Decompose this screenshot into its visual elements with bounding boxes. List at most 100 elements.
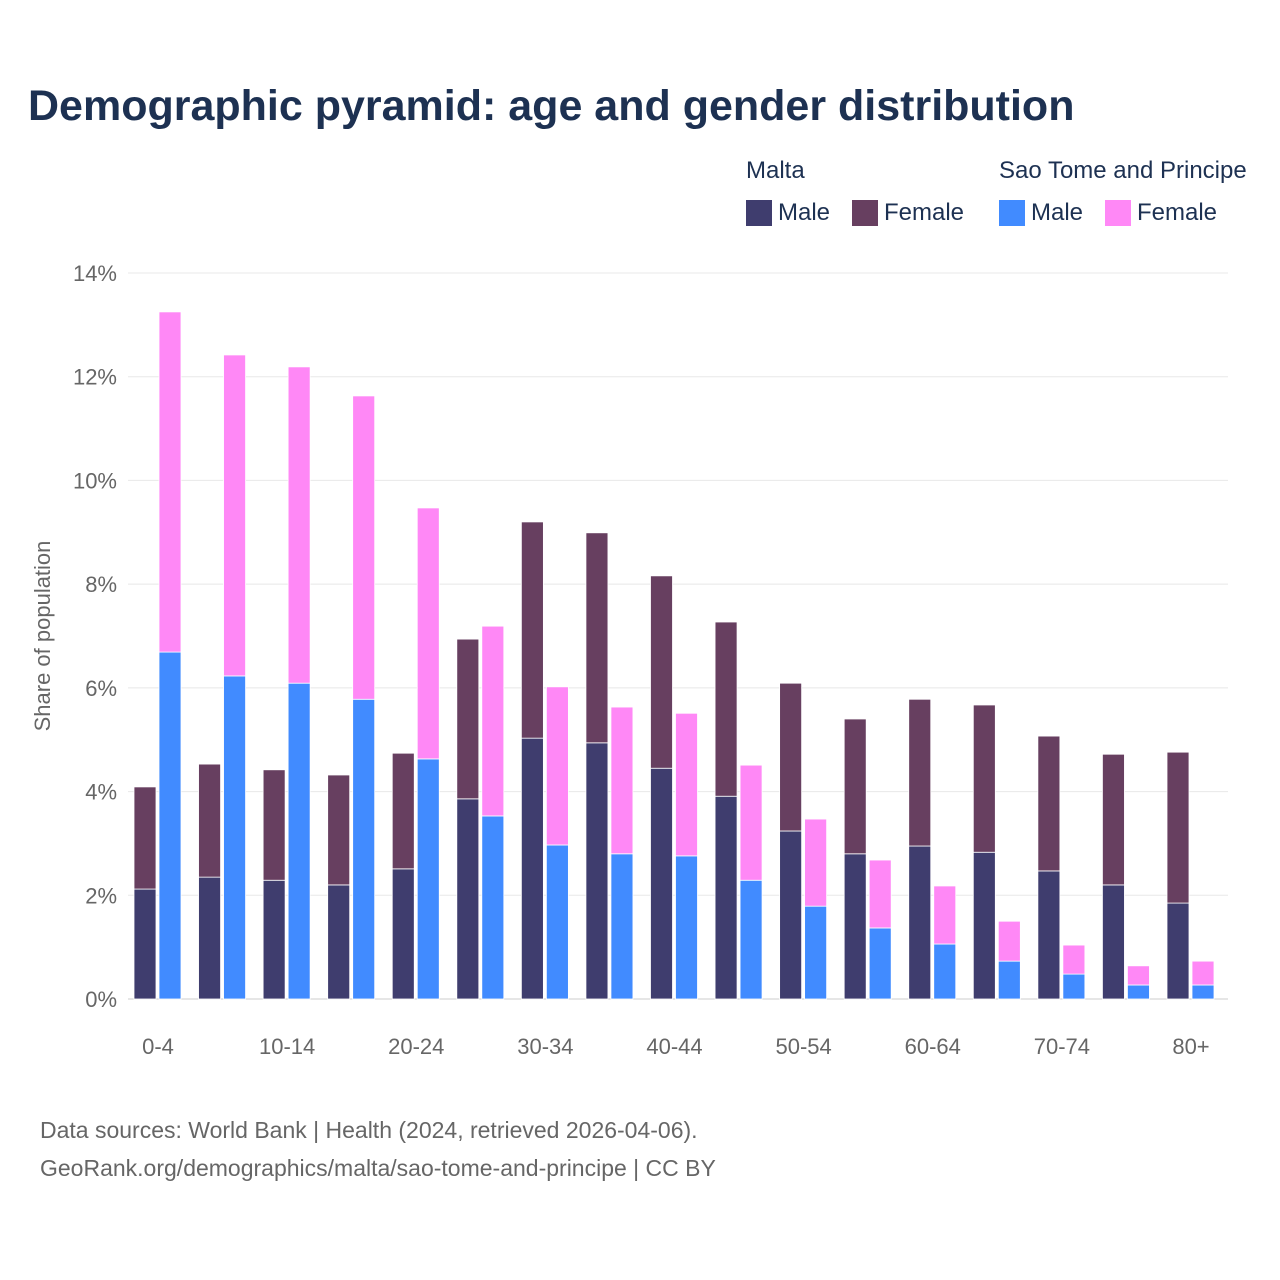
y-tick-label: 14% <box>73 261 117 286</box>
bar-sao-tome-and-principe-male-15-19[interactable] <box>352 698 376 1000</box>
bar-sao-tome-and-principe-male-20-24[interactable] <box>416 758 440 1000</box>
bar-sao-tome-and-principe-female-75-79[interactable] <box>1127 965 1150 986</box>
y-tick-label: 10% <box>73 468 117 493</box>
bar-sao-tome-and-principe-male-55-59[interactable] <box>868 927 892 1000</box>
bar-sao-tome-and-principe-male-35-39[interactable] <box>610 853 634 1000</box>
x-tick-label: 60-64 <box>905 1034 961 1059</box>
bar-malta-female-75-79[interactable] <box>1102 753 1125 886</box>
y-tick-label: 0% <box>85 987 117 1012</box>
bar-malta-female-40-44[interactable] <box>650 575 673 769</box>
bar-sao-tome-and-principe-male-30-34[interactable] <box>545 844 569 1000</box>
bar-sao-tome-and-principe-female-5-9[interactable] <box>223 354 246 677</box>
y-axis-label: Share of population <box>30 541 55 732</box>
bar-malta-male-0-4[interactable] <box>133 888 157 1000</box>
bar-malta-female-10-14[interactable] <box>262 769 286 881</box>
chart-title: Demographic pyramid: age and gender dist… <box>28 82 1075 130</box>
bar-malta-male-15-19[interactable] <box>327 884 351 1000</box>
bar-malta-female-20-24[interactable] <box>391 752 415 870</box>
bar-sao-tome-and-principe-female-20-24[interactable] <box>416 507 440 760</box>
bar-malta-female-25-29[interactable] <box>456 638 480 800</box>
y-tick-label: 2% <box>85 883 117 908</box>
bar-sao-tome-and-principe-male-50-54[interactable] <box>804 905 828 1000</box>
bar-sao-tome-and-principe-female-10-14[interactable] <box>287 366 311 684</box>
bar-malta-female-30-34[interactable] <box>520 521 544 739</box>
bar-sao-tome-and-principe-female-0-4[interactable] <box>158 311 182 653</box>
bar-malta-female-5-9[interactable] <box>198 763 221 878</box>
y-tick-label: 4% <box>85 780 117 805</box>
bar-malta-male-30-34[interactable] <box>520 737 544 1000</box>
bar-sao-tome-and-principe-male-5-9[interactable] <box>223 675 246 1000</box>
legend-swatch <box>852 200 878 226</box>
bar-sao-tome-and-principe-female-30-34[interactable] <box>545 686 569 846</box>
bar-malta-male-35-39[interactable] <box>585 742 609 1000</box>
bar-malta-female-60-64[interactable] <box>908 698 932 847</box>
bar-sao-tome-and-principe-female-15-19[interactable] <box>352 395 376 700</box>
bar-malta-male-45-49[interactable] <box>714 795 738 1000</box>
y-tick-label: 6% <box>85 676 117 701</box>
bar-sao-tome-and-principe-male-0-4[interactable] <box>158 651 182 1000</box>
bar-malta-male-55-59[interactable] <box>843 853 867 1000</box>
legend-group-malta: Malta <box>746 157 805 184</box>
bar-malta-male-70-74[interactable] <box>1037 870 1061 1000</box>
bar-malta-female-65-69[interactable] <box>972 704 996 853</box>
bar-malta-male-20-24[interactable] <box>391 868 415 1000</box>
bar-sao-tome-and-principe-male-75-79[interactable] <box>1127 984 1150 1000</box>
bar-sao-tome-and-principe-male-25-29[interactable] <box>481 815 505 1000</box>
legend-malta-male[interactable]: Male <box>746 199 830 227</box>
x-tick-label: 30-34 <box>517 1034 573 1059</box>
bar-malta-male-40-44[interactable] <box>650 767 673 1000</box>
bar-malta-male-10-14[interactable] <box>262 879 286 1000</box>
legend-malta-female[interactable]: Female <box>852 199 964 227</box>
bar-malta-female-70-74[interactable] <box>1037 735 1061 872</box>
bar-malta-male-5-9[interactable] <box>198 876 221 1000</box>
x-tick-label: 0-4 <box>142 1034 174 1059</box>
bar-malta-female-45-49[interactable] <box>714 621 738 797</box>
bar-sao-tome-and-principe-female-60-64[interactable] <box>933 885 957 945</box>
x-tick-label: 80+ <box>1172 1034 1209 1059</box>
bar-malta-male-75-79[interactable] <box>1102 884 1125 1000</box>
bar-malta-female-55-59[interactable] <box>843 718 867 855</box>
legend-label: Female <box>1137 199 1218 226</box>
bar-sao-tome-and-principe-female-35-39[interactable] <box>610 706 634 855</box>
bar-malta-female-35-39[interactable] <box>585 532 609 744</box>
bar-sao-tome-and-principe-female-80+[interactable] <box>1191 960 1215 986</box>
bar-sao-tome-and-principe-male-40-44[interactable] <box>675 855 698 1000</box>
y-tick-label: 8% <box>85 572 117 597</box>
legend-swatch <box>1105 200 1131 226</box>
bar-sao-tome-and-principe-female-45-49[interactable] <box>739 764 763 881</box>
bar-sao-tome-and-principe-male-70-74[interactable] <box>1062 973 1086 1000</box>
bar-sao-tome-and-principe-male-80+[interactable] <box>1191 984 1215 1000</box>
x-tick-label: 20-24 <box>388 1034 444 1059</box>
legend-label: Male <box>778 199 831 226</box>
bar-sao-tome-and-principe-female-65-69[interactable] <box>997 920 1021 962</box>
bar-sao-tome-and-principe-female-70-74[interactable] <box>1062 944 1086 975</box>
bar-malta-male-65-69[interactable] <box>972 851 996 1000</box>
x-tick-label: 10-14 <box>259 1034 315 1059</box>
source-line-1: Data sources: World Bank | Health (2024,… <box>40 1117 698 1143</box>
bar-sao-tome-and-principe-female-55-59[interactable] <box>868 859 892 929</box>
legend-stp-male[interactable]: Male <box>999 199 1083 227</box>
bar-malta-male-80+[interactable] <box>1166 902 1190 1000</box>
bar-sao-tome-and-principe-female-25-29[interactable] <box>481 625 505 817</box>
y-tick-label: 12% <box>73 365 117 390</box>
bar-malta-female-50-54[interactable] <box>779 682 803 832</box>
x-tick-label: 40-44 <box>646 1034 702 1059</box>
legend-label: Female <box>884 199 965 226</box>
x-tick-label: 50-54 <box>775 1034 831 1059</box>
bar-malta-male-50-54[interactable] <box>779 830 803 1000</box>
bar-malta-male-60-64[interactable] <box>908 845 932 1000</box>
bar-sao-tome-and-principe-male-65-69[interactable] <box>997 960 1021 1000</box>
legend-group-stp: Sao Tome and Principe <box>999 157 1247 184</box>
bar-sao-tome-and-principe-male-60-64[interactable] <box>933 943 957 1000</box>
bar-sao-tome-and-principe-female-40-44[interactable] <box>675 712 698 857</box>
bar-sao-tome-and-principe-male-10-14[interactable] <box>287 682 311 1000</box>
bar-malta-male-25-29[interactable] <box>456 798 480 1000</box>
legend-stp-female[interactable]: Female <box>1105 199 1217 227</box>
bar-malta-female-15-19[interactable] <box>327 774 351 886</box>
bar-malta-female-0-4[interactable] <box>133 786 157 890</box>
bar-malta-female-80+[interactable] <box>1166 751 1190 904</box>
source-line-2[interactable]: GeoRank.org/demographics/malta/sao-tome-… <box>40 1155 716 1181</box>
bar-sao-tome-and-principe-female-50-54[interactable] <box>804 818 828 907</box>
bar-sao-tome-and-principe-male-45-49[interactable] <box>739 879 763 1000</box>
